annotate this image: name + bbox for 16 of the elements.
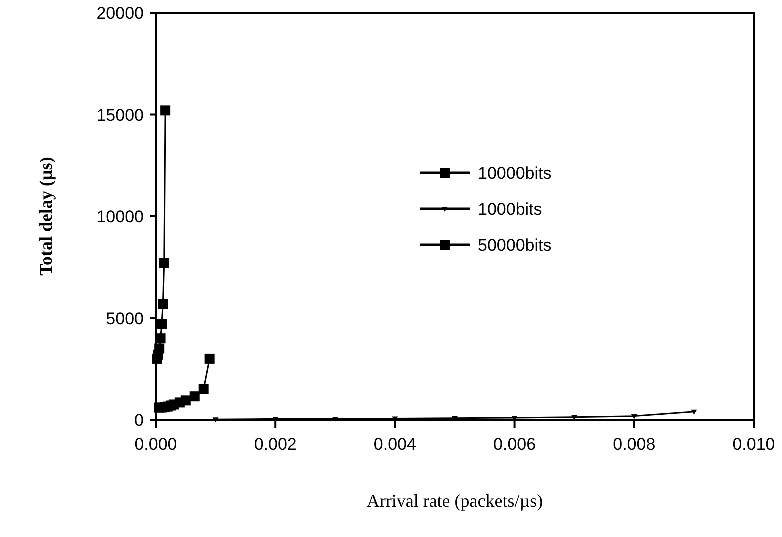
y-axis-title: Total delay (µs) bbox=[36, 157, 56, 276]
legend-label: 50000bits bbox=[478, 236, 552, 255]
x-tick-label: 0.008 bbox=[613, 435, 656, 454]
legend-label: 1000bits bbox=[478, 200, 542, 219]
y-tick-label: 20000 bbox=[96, 4, 144, 23]
x-tick-label: 0.000 bbox=[134, 435, 178, 454]
legend-label: 10000bits bbox=[478, 164, 552, 183]
x-tick-label: 0.002 bbox=[254, 435, 297, 454]
y-tick-label: 15000 bbox=[96, 106, 144, 125]
y-tick-label: 0 bbox=[134, 411, 144, 430]
x-tick-label: 0.004 bbox=[374, 435, 416, 454]
y-tick-label: 5000 bbox=[106, 309, 144, 328]
y-tick-label: 10000 bbox=[96, 208, 144, 226]
x-tick-label: 0.006 bbox=[494, 435, 536, 454]
x-axis-title: Arrival rate (packets/µs) bbox=[366, 491, 544, 511]
x-tick-label: 0.010 bbox=[732, 435, 776, 454]
